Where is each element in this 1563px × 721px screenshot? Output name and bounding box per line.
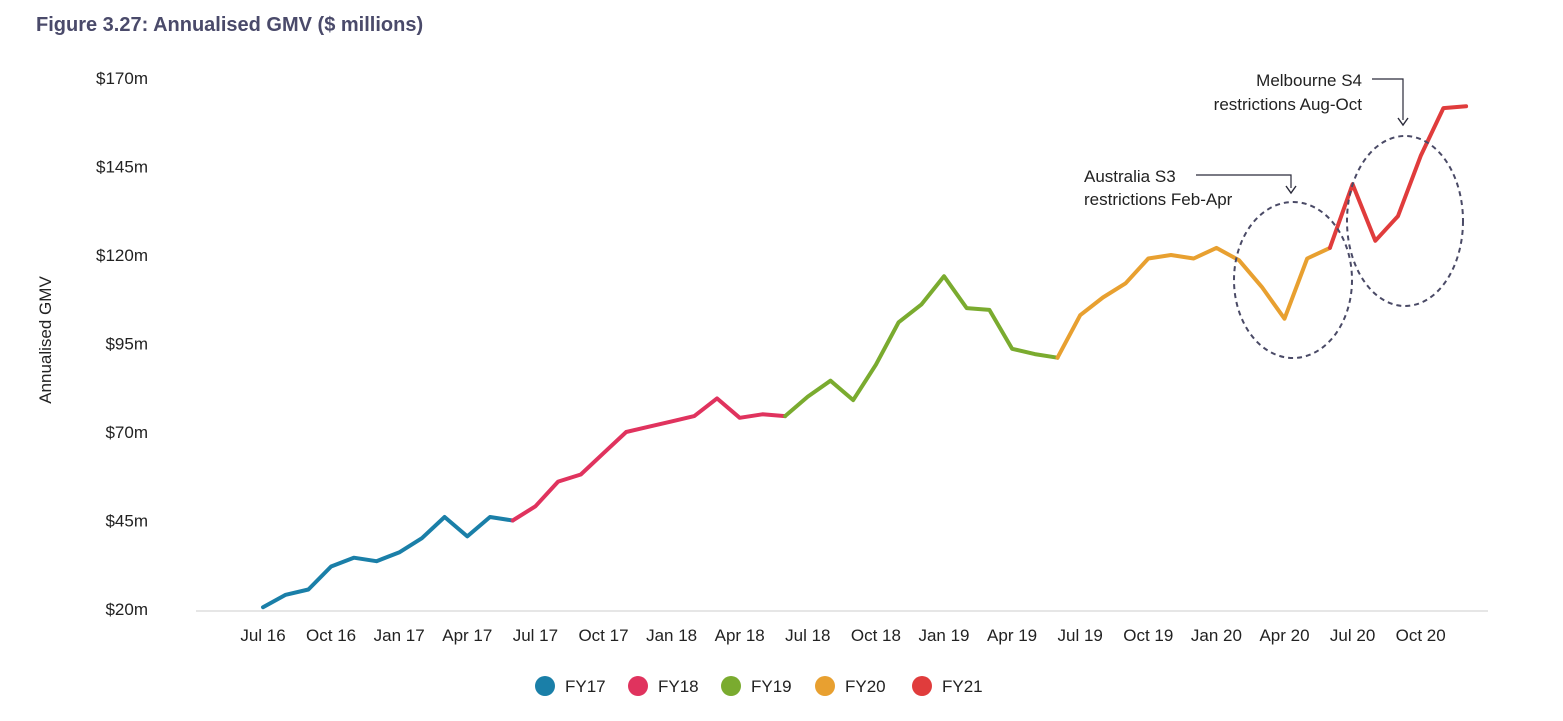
legend-swatch-fy17 [535, 676, 555, 696]
legend: FY17 FY18 FY19 FY20 FY21 [535, 676, 983, 696]
x-tick-label: Jan 19 [918, 626, 969, 645]
series-line-fy21 [1327, 104, 1469, 250]
legend-label-fy21: FY21 [942, 677, 983, 696]
x-tick-label: Jan 18 [646, 626, 697, 645]
legend-label-fy17: FY17 [565, 677, 606, 696]
x-tick-label: Apr 17 [442, 626, 492, 645]
legend-label-fy19: FY19 [751, 677, 792, 696]
chart-title: Figure 3.27: Annualised GMV ($ millions) [36, 14, 424, 36]
x-tick-label: Apr 19 [987, 626, 1037, 645]
x-tick-label: Oct 20 [1396, 626, 1446, 645]
x-tick-label: Apr 18 [715, 626, 765, 645]
x-tick-label: Oct 16 [306, 626, 356, 645]
legend-swatch-fy20 [815, 676, 835, 696]
annotation-leader-line [1372, 78, 1404, 120]
series-line-fy20 [1055, 245, 1332, 360]
x-tick-label: Jul 16 [240, 626, 285, 645]
x-tick-label: Jan 20 [1191, 626, 1242, 645]
legend-swatch-fy21 [912, 676, 932, 696]
highlight-ellipse [1233, 201, 1353, 359]
x-tick-label: Oct 18 [851, 626, 901, 645]
legend-label-fy18: FY18 [658, 677, 699, 696]
y-axis: $20m $45m $70m $95m $120m $145m $170m [96, 69, 148, 619]
x-tick-label: Jul 18 [785, 626, 830, 645]
legend-label-fy20: FY20 [845, 677, 886, 696]
annotation-leader-line [1196, 174, 1292, 188]
y-tick-label: $20m [105, 600, 148, 619]
series-group [261, 104, 1469, 610]
series-line-fy19 [783, 274, 1060, 419]
y-tick-label: $95m [105, 335, 148, 354]
y-tick-label: $170m [96, 69, 148, 88]
annotation-group: Australia S3 restrictions Feb-Apr Melbourn… [1084, 71, 1464, 359]
x-axis: Jul 16 Oct 16 Jan 17 Apr 17 Jul 17 Oct 17 Jan … [196, 610, 1488, 645]
annotation-arrow-icon [1397, 117, 1409, 127]
series-line-fy17 [261, 515, 515, 610]
y-tick-label: $145m [96, 158, 148, 177]
y-axis-label: Annualised GMV [36, 276, 55, 404]
x-tick-label: Oct 17 [578, 626, 628, 645]
x-tick-label: Jul 19 [1058, 626, 1103, 645]
annotation-label: Australia S3 [1084, 167, 1176, 186]
x-tick-label: Oct 19 [1123, 626, 1173, 645]
x-tick-label: Apr 20 [1259, 626, 1309, 645]
annotation-label: Melbourne S4 [1256, 71, 1362, 90]
legend-swatch-fy18 [628, 676, 648, 696]
series-line-fy18 [510, 396, 788, 523]
highlight-ellipse [1346, 135, 1464, 307]
y-tick-label: $45m [105, 512, 148, 531]
x-tick-label: Jul 20 [1330, 626, 1375, 645]
y-tick-label: $120m [96, 246, 148, 265]
y-tick-label: $70m [105, 423, 148, 442]
x-tick-label: Jul 17 [513, 626, 558, 645]
annotation-arrow-icon [1285, 185, 1297, 195]
annotation-label: restrictions Aug-Oct [1214, 95, 1363, 114]
x-tick-label: Jan 17 [374, 626, 425, 645]
legend-swatch-fy19 [721, 676, 741, 696]
annotation-label: restrictions Feb-Apr [1084, 190, 1233, 209]
